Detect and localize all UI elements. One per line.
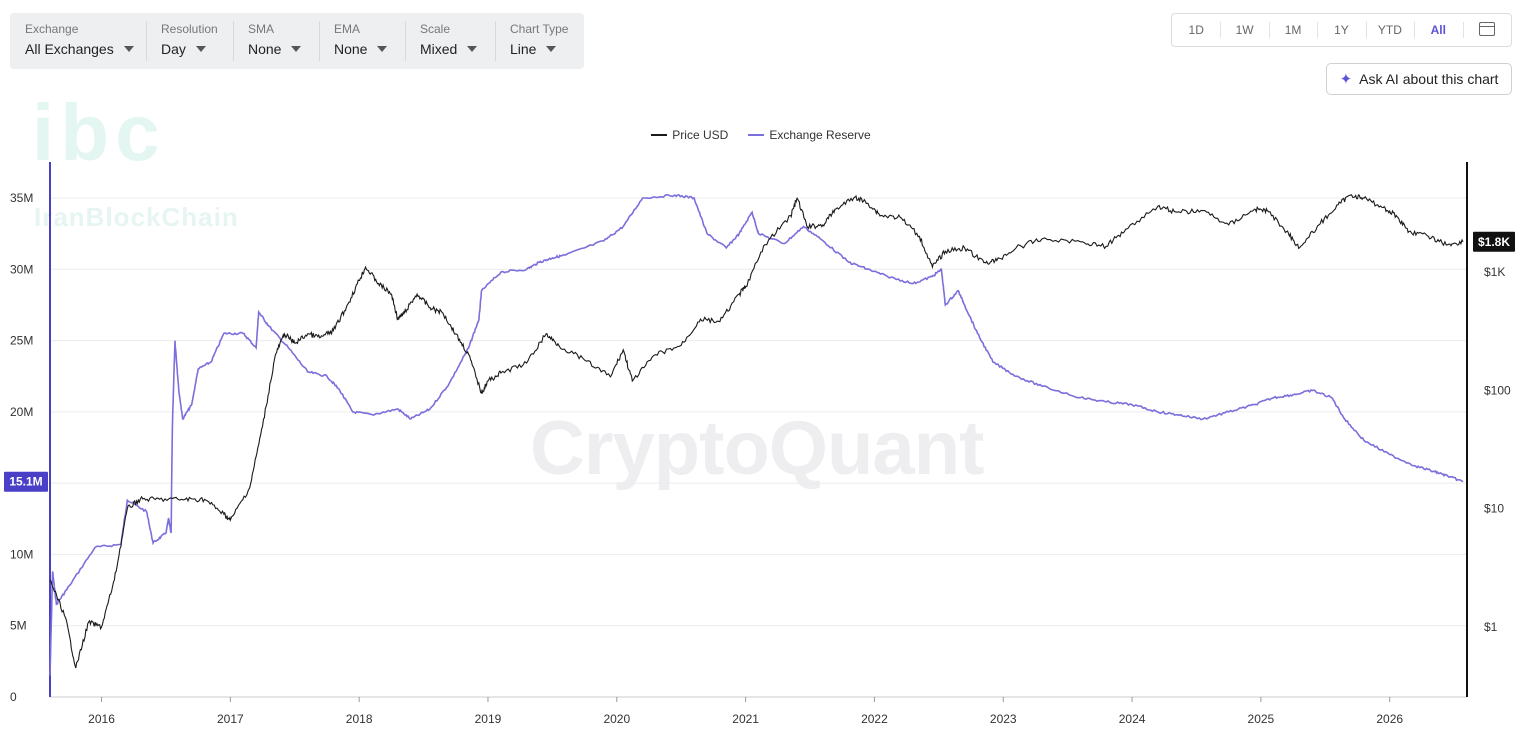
- chart-type-select[interactable]: Chart Type Line: [495, 13, 584, 69]
- sma-label: SMA: [248, 22, 275, 36]
- sma-select[interactable]: SMA None: [233, 13, 319, 69]
- y-left-tick-label: 30M: [10, 262, 33, 276]
- scale-select[interactable]: Scale Mixed: [405, 13, 495, 69]
- chevron-down-icon: [377, 46, 388, 52]
- range-1y-button[interactable]: 1Y: [1317, 14, 1365, 46]
- legend-item-price[interactable]: Price USD: [651, 128, 728, 142]
- x-tick-label: 2017: [217, 712, 244, 726]
- legend-label-reserve: Exchange Reserve: [769, 128, 871, 142]
- price-usd-line: [49, 193, 1464, 669]
- ema-value: None: [334, 41, 368, 57]
- exchange-reserve-line: [49, 193, 1464, 676]
- y-left-tick-label: 35M: [10, 191, 33, 205]
- time-range-selector: 1D 1W 1M 1Y YTD All: [1171, 13, 1512, 47]
- x-tick-label: 2025: [1248, 712, 1275, 726]
- x-tick-label: 2016: [88, 712, 115, 726]
- chart-type-label: Chart Type: [510, 22, 569, 36]
- chart-type-value: Line: [510, 41, 537, 57]
- y-right-tick-label: $1K: [1484, 265, 1505, 279]
- price-current-badge: [1473, 231, 1515, 252]
- range-all-button[interactable]: All: [1414, 14, 1462, 46]
- ask-ai-label: Ask AI about this chart: [1359, 71, 1499, 87]
- resolution-select[interactable]: Resolution Day: [146, 13, 233, 69]
- calendar-icon: [1478, 22, 1495, 36]
- price-current-label: $1.8K: [1478, 235, 1510, 249]
- ask-ai-button[interactable]: ✦ Ask AI about this chart: [1326, 63, 1512, 95]
- scale-label: Scale: [420, 22, 451, 36]
- chevron-down-icon: [123, 46, 134, 52]
- range-1d-button[interactable]: 1D: [1188, 23, 1204, 37]
- x-tick-label: 2026: [1376, 712, 1403, 726]
- range-1w-button[interactable]: 1W: [1220, 14, 1268, 46]
- y-left-tick-label: 25M: [10, 334, 33, 348]
- x-tick-label: 2018: [346, 712, 373, 726]
- x-tick-label: 2019: [475, 712, 502, 726]
- scale-value: Mixed: [420, 41, 458, 57]
- range-1m-button[interactable]: 1M: [1268, 14, 1317, 46]
- chevron-down-icon: [546, 46, 557, 52]
- y-right-tick-label: $1: [1484, 620, 1498, 634]
- exchange-label: Exchange: [25, 22, 79, 36]
- y-left-tick-label: 20M: [10, 405, 33, 419]
- sparkle-icon: ✦: [1339, 71, 1353, 88]
- ibc-watermark-logo: ibc: [32, 88, 166, 177]
- x-tick-label: 2024: [1119, 712, 1146, 726]
- x-tick-label: 2022: [861, 712, 888, 726]
- chart-legend: Price USD Exchange Reserve: [0, 128, 1522, 142]
- x-tick-label: 2023: [990, 712, 1017, 726]
- ema-select[interactable]: EMA None: [319, 13, 405, 69]
- y-right-tick-label: $10: [1484, 502, 1504, 516]
- legend-swatch-reserve: [748, 134, 765, 136]
- y-right-tick-label: $100: [1484, 383, 1511, 397]
- reserve-current-badge: [4, 471, 48, 492]
- sma-value: None: [248, 41, 282, 57]
- date-picker-button[interactable]: [1462, 14, 1511, 46]
- exchange-value: All Exchanges: [25, 41, 114, 57]
- chevron-down-icon: [467, 46, 478, 52]
- legend-label-price: Price USD: [672, 128, 729, 142]
- y-left-tick-label: 0: [10, 690, 17, 704]
- resolution-value: Day: [161, 41, 186, 57]
- chevron-down-icon: [291, 46, 302, 52]
- legend-swatch-price: [651, 134, 668, 136]
- cryptoquant-watermark: CryptoQuant: [530, 406, 984, 491]
- chevron-down-icon: [195, 46, 206, 52]
- ibc-watermark-text: IranBlockChain: [34, 202, 239, 232]
- range-ytd-button[interactable]: YTD: [1365, 14, 1414, 46]
- x-tick-label: 2020: [603, 712, 630, 726]
- exchange-select[interactable]: Exchange All Exchanges: [10, 13, 146, 69]
- legend-item-reserve[interactable]: Exchange Reserve: [748, 128, 871, 142]
- y-left-tick-label: 5M: [10, 619, 27, 633]
- resolution-label: Resolution: [161, 22, 218, 36]
- y-left-tick-label: 10M: [10, 547, 33, 561]
- chart-settings-toolbar: Exchange All Exchanges Resolution Day SM…: [10, 13, 584, 69]
- ema-label: EMA: [334, 22, 361, 36]
- reserve-current-label: 15.1M: [9, 475, 42, 489]
- x-tick-label: 2021: [732, 712, 759, 726]
